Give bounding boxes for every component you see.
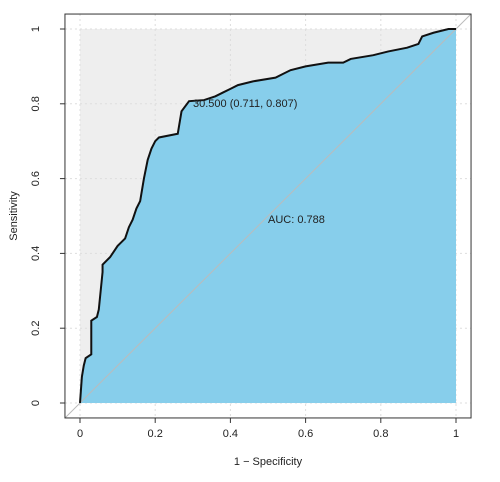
auc-annotation: AUC: 0.788: [268, 214, 325, 226]
y-tick-label: 1: [30, 26, 42, 32]
y-tick-label: 0.8: [30, 96, 42, 111]
diagonal: [64, 13, 472, 419]
roc-line: [79, 28, 456, 404]
y-tick-label: 0: [30, 400, 42, 406]
y-tick-label: 0.2: [30, 321, 42, 336]
x-tick-label: 0.8: [373, 428, 388, 440]
x-tick-label: 0.6: [298, 428, 313, 440]
plot-frame: [64, 13, 472, 419]
x-tick-label: 0: [77, 428, 83, 440]
y-tick-label: 0.6: [30, 171, 42, 186]
x-tick-label: 0.2: [148, 428, 163, 440]
x-axis-label: 1 − Specificity: [234, 456, 303, 468]
threshold-annotation: 30.500 (0.711, 0.807): [193, 98, 297, 110]
x-tick-label: 0.4: [223, 428, 238, 440]
y-axis-label: Sensitivity: [8, 191, 20, 241]
y-tick-label: 0.4: [30, 246, 42, 261]
x-tick-label: 1: [453, 428, 459, 440]
